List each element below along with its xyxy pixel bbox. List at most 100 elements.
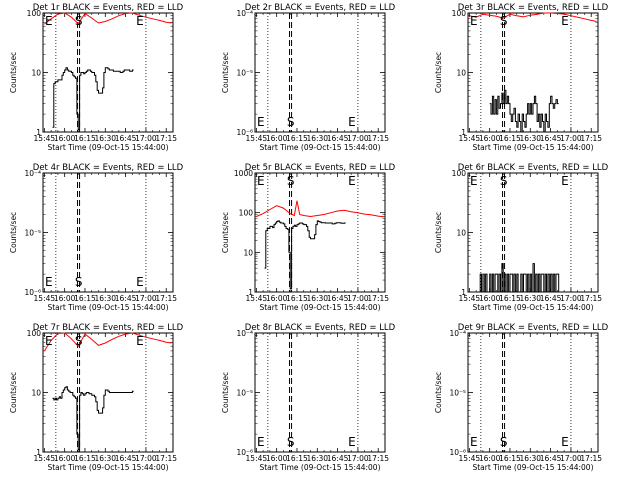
panel-title: Det 1r BLACK = Events, RED = LLD: [33, 3, 184, 13]
plot-frame: [467, 332, 599, 453]
series-events-line: [264, 220, 346, 290]
x-tick-label: 17:15: [367, 134, 389, 143]
s-marker-label: S: [500, 435, 508, 449]
x-tick-label: 16:30: [519, 454, 541, 463]
e-marker-left: E: [470, 14, 478, 28]
x-axis-label: Start Time (09-Oct-15 15:44:00): [47, 303, 168, 312]
x-tick-label: 16:45: [115, 294, 137, 303]
series-lld-line: [469, 12, 597, 22]
panel-title: Det 2r BLACK = Events, RED = LLD: [245, 3, 396, 13]
x-axis-label: Start Time (09-Oct-15 15:44:00): [472, 143, 593, 152]
y-tick-label: 100: [27, 9, 42, 18]
y-tick-label: 10⁻⁵: [236, 69, 253, 78]
x-tick-label: 17:15: [580, 134, 602, 143]
x-tick-label: 16:00: [266, 134, 288, 143]
x-tick-label: 17:15: [155, 134, 177, 143]
y-tick-label: 10: [456, 69, 466, 78]
y-tick-label: 1: [36, 128, 41, 137]
e-marker-label: E: [136, 275, 144, 289]
x-tick-label: 16:30: [94, 454, 116, 463]
s-marker-label: S: [287, 174, 295, 188]
x-tick-label: 17:15: [367, 294, 389, 303]
panel-title: Det 4r BLACK = Events, RED = LLD: [33, 163, 184, 173]
y-tick-label: 100: [452, 169, 467, 178]
x-tick-label: 16:30: [306, 134, 328, 143]
x-tick-label: 15:45: [34, 454, 56, 463]
x-tick-label: 16:00: [479, 134, 501, 143]
x-tick-label: 17:15: [580, 454, 602, 463]
e-marker-left: E: [257, 115, 265, 129]
panel-det-1r: Det 1r BLACK = Events, RED = LLD15:4516:…: [9, 3, 184, 152]
series-events-line: [489, 89, 559, 133]
y-tick-label: 10⁻⁶: [449, 448, 466, 457]
x-tick-label: 16:15: [499, 454, 521, 463]
y-tick-label: 10⁻⁴: [236, 329, 253, 338]
y-tick-label: 10⁻⁵: [236, 389, 253, 398]
e-marker-left: E: [470, 174, 478, 188]
y-tick-label: 1: [248, 288, 253, 297]
s-marker-label: S: [500, 14, 508, 28]
series-lld-line: [256, 200, 384, 218]
x-tick-label: 17:00: [135, 134, 157, 143]
y-axis-label: Counts/sec: [9, 212, 18, 253]
e-marker-left: E: [45, 14, 53, 28]
y-tick-label: 1: [461, 288, 466, 297]
x-tick-label: 17:00: [560, 454, 582, 463]
e-marker-left: E: [470, 435, 478, 449]
y-axis-label: Counts/sec: [434, 52, 443, 93]
x-axis-label: Start Time (09-Oct-15 15:44:00): [472, 303, 593, 312]
x-tick-label: 15:45: [459, 454, 481, 463]
panel-title: Det 7r BLACK = Events, RED = LLD: [33, 323, 184, 333]
y-tick-label: 100: [452, 9, 467, 18]
e-marker-label: E: [561, 435, 569, 449]
y-tick-label: 10⁻⁶: [236, 448, 253, 457]
s-marker-label: S: [287, 115, 295, 129]
panel-det-5r: Det 5r BLACK = Events, RED = LLD15:4516:…: [221, 163, 396, 312]
y-tick-label: 10: [31, 389, 41, 398]
y-tick-label: 10: [31, 69, 41, 78]
x-tick-label: 15:45: [459, 134, 481, 143]
y-tick-label: 10⁻⁴: [449, 329, 466, 338]
plot-frame: [42, 172, 174, 293]
x-tick-label: 16:00: [54, 134, 76, 143]
x-tick-label: 16:15: [74, 454, 96, 463]
y-tick-label: 10⁻⁴: [24, 169, 41, 178]
x-tick-label: 17:00: [347, 454, 369, 463]
e-marker-label: E: [348, 435, 356, 449]
panel-det-4r: Det 4r BLACK = Events, RED = LLD15:4516:…: [9, 163, 184, 312]
panel-det-8r: Det 8r BLACK = Events, RED = LLD15:4516:…: [221, 323, 396, 472]
panel-det-6r: Det 6r BLACK = Events, RED = LLD15:4516:…: [434, 163, 609, 312]
x-tick-label: 17:15: [155, 294, 177, 303]
x-tick-label: 17:00: [347, 294, 369, 303]
y-axis-label: Counts/sec: [9, 372, 18, 413]
s-marker-label: S: [75, 334, 83, 348]
x-tick-label: 16:45: [540, 134, 562, 143]
x-tick-label: 16:45: [327, 294, 349, 303]
y-tick-label: 10⁻⁵: [449, 389, 466, 398]
x-tick-label: 16:15: [499, 134, 521, 143]
panel-det-3r: Det 3r BLACK = Events, RED = LLD15:4516:…: [434, 3, 609, 152]
x-axis-label: Start Time (09-Oct-15 15:44:00): [259, 143, 380, 152]
series-lld-line: [44, 12, 172, 25]
x-tick-label: 16:30: [94, 134, 116, 143]
plot-frame: [254, 332, 386, 453]
x-tick-label: 16:00: [479, 294, 501, 303]
x-tick-label: 17:15: [155, 454, 177, 463]
e-marker-label: E: [561, 174, 569, 188]
x-tick-label: 16:15: [499, 294, 521, 303]
x-tick-label: 16:30: [306, 294, 328, 303]
x-tick-label: 16:15: [74, 134, 96, 143]
y-axis-label: Counts/sec: [9, 52, 18, 93]
y-tick-label: 10⁻⁶: [24, 288, 41, 297]
x-axis-label: Start Time (09-Oct-15 15:44:00): [472, 463, 593, 472]
y-axis-label: Counts/sec: [434, 212, 443, 253]
x-tick-label: 17:15: [367, 454, 389, 463]
panel-det-2r: Det 2r BLACK = Events, RED = LLD15:4516:…: [221, 3, 396, 152]
x-tick-label: 15:45: [246, 294, 268, 303]
series-events-line: [52, 386, 134, 450]
y-tick-label: 1000: [234, 169, 253, 178]
y-tick-label: 10: [243, 248, 253, 257]
x-tick-label: 17:15: [580, 294, 602, 303]
y-tick-label: 10⁻⁶: [236, 128, 253, 137]
